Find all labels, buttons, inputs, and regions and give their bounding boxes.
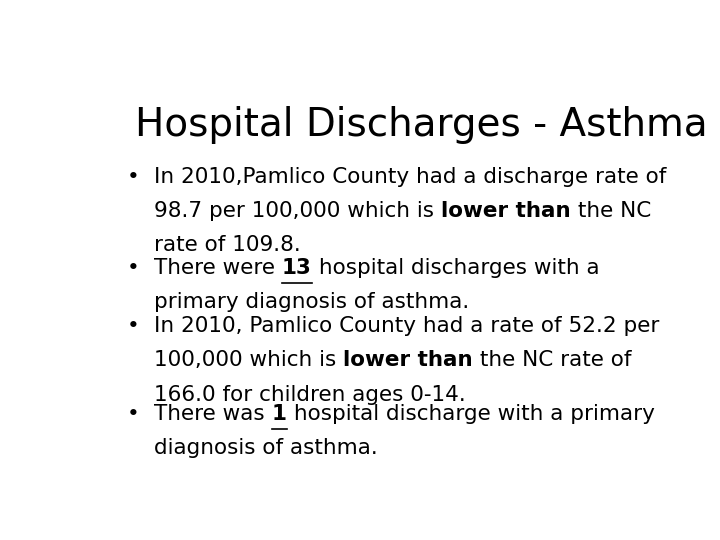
Text: 166.0 for children ages 0-14.: 166.0 for children ages 0-14. <box>154 384 466 404</box>
Text: Hospital Discharges - Asthma: Hospital Discharges - Asthma <box>135 106 707 144</box>
Text: the NC: the NC <box>571 201 651 221</box>
Text: There were: There were <box>154 258 282 278</box>
Text: •: • <box>126 258 139 278</box>
Text: lower than: lower than <box>441 201 571 221</box>
Text: 98.7 per 100,000 which is: 98.7 per 100,000 which is <box>154 201 441 221</box>
Text: primary diagnosis of asthma.: primary diagnosis of asthma. <box>154 292 469 312</box>
Text: •: • <box>126 167 139 187</box>
Text: 13: 13 <box>282 258 312 278</box>
Text: hospital discharge with a primary: hospital discharge with a primary <box>287 404 654 424</box>
Text: hospital discharges with a: hospital discharges with a <box>312 258 600 278</box>
Text: •: • <box>126 404 139 424</box>
Text: the NC rate of: the NC rate of <box>473 350 631 370</box>
Text: 1: 1 <box>271 404 287 424</box>
Text: There was: There was <box>154 404 271 424</box>
Text: diagnosis of asthma.: diagnosis of asthma. <box>154 438 378 458</box>
Text: 100,000 which is: 100,000 which is <box>154 350 343 370</box>
Text: •: • <box>126 316 139 336</box>
Text: In 2010, Pamlico County had a rate of 52.2 per: In 2010, Pamlico County had a rate of 52… <box>154 316 660 336</box>
Text: rate of 109.8.: rate of 109.8. <box>154 235 301 255</box>
Text: lower than: lower than <box>343 350 473 370</box>
Text: In 2010,Pamlico County had a discharge rate of: In 2010,Pamlico County had a discharge r… <box>154 167 667 187</box>
